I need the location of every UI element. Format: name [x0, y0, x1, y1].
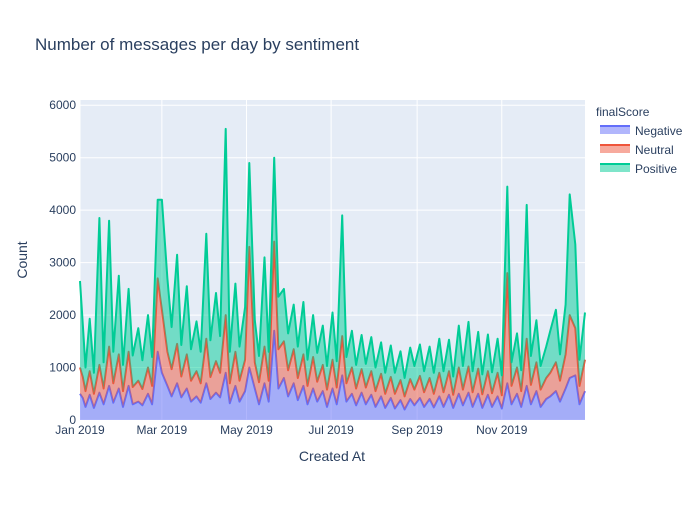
legend-label-negative: Negative [635, 124, 683, 138]
y-tick-label: 1000 [49, 361, 76, 375]
legend-swatch-neutral [600, 145, 630, 153]
y-axis-title: Count [14, 241, 30, 278]
legend-items: Negative Neutral Positive [600, 124, 683, 176]
area-fill-negative [80, 330, 585, 420]
legend-item-neutral[interactable]: Neutral [600, 143, 674, 157]
axis-ticks: 0 1000 2000 3000 4000 5000 6000 Jan 2019 Mar 201… [49, 98, 527, 437]
series-line-positive [79, 127, 586, 379]
chart-title: Number of messages per day by sentiment [35, 35, 359, 54]
legend-label-neutral: Neutral [635, 143, 674, 157]
y-tick-label: 2000 [49, 308, 76, 322]
x-axis-title: Created At [299, 448, 365, 464]
area-fill-neutral [80, 241, 585, 410]
y-tick-label: 6000 [49, 98, 76, 112]
legend-label-positive: Positive [635, 162, 677, 176]
legend-title: finalScore [596, 105, 650, 119]
legend-item-negative[interactable]: Negative [600, 124, 683, 138]
x-tick-label: Mar 2019 [137, 423, 188, 437]
y-tick-label: 3000 [49, 256, 76, 270]
y-tick-label: 4000 [49, 203, 76, 217]
x-tick-label: Jul 2019 [308, 423, 354, 437]
legend-swatch-positive [600, 164, 630, 172]
y-tick-label: 0 [69, 413, 76, 427]
x-tick-label: Sep 2019 [391, 423, 443, 437]
y-tick-label: 5000 [49, 151, 76, 165]
x-tick-label: Jan 2019 [55, 423, 105, 437]
area-series [79, 127, 586, 420]
x-tick-label: May 2019 [220, 423, 273, 437]
legend-item-positive[interactable]: Positive [600, 162, 677, 176]
legend-swatch-negative [600, 126, 630, 134]
x-tick-label: Nov 2019 [476, 423, 528, 437]
legend: finalScore Negative Neutral Positive [596, 105, 683, 176]
